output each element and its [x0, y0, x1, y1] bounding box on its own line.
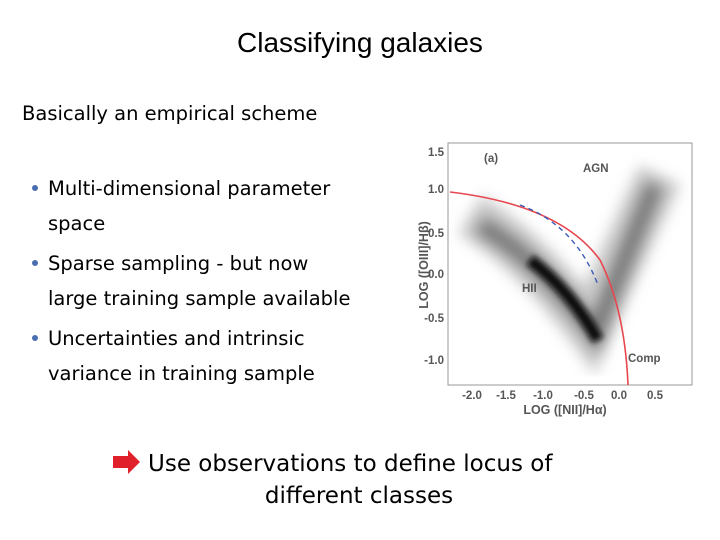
conclusion-text: Use observations to define locus of: [148, 451, 553, 477]
bullet-text: large training sample available: [48, 287, 350, 310]
region-label: Comp: [628, 353, 661, 365]
y-tick-label: -1.0: [424, 355, 444, 367]
x-tick-label: 0.5: [647, 390, 664, 402]
x-tick-label: -2.0: [462, 390, 482, 402]
arrow-icon: [113, 450, 140, 474]
x-tick-label: -1.5: [496, 390, 516, 402]
density-cloud: [458, 165, 681, 375]
y-tick-label: 0.0: [428, 269, 444, 281]
separator-curve: [449, 191, 629, 386]
region-label: AGN: [583, 163, 609, 175]
bullet-dot: [32, 185, 38, 191]
figure: (a) AGN HII Comp 1.5 1.0 0.5 0.0 -0.5 -1…: [417, 142, 693, 417]
x-axis-label: LOG ([NII]/Hα): [523, 403, 606, 417]
subtitle: Basically an empirical scheme: [22, 102, 317, 125]
bullet-list: Multi-dimensional parameter space Sparse…: [32, 177, 350, 385]
bullet-text: variance in training sample: [48, 362, 315, 385]
x-tick-label: -1.0: [533, 390, 553, 402]
bullet-dot: [32, 260, 38, 266]
bullet-text: Multi-dimensional parameter: [48, 177, 331, 200]
bullet-text: Sparse sampling - but now: [48, 252, 308, 275]
bullet-text: Uncertainties and intrinsic: [48, 327, 305, 350]
dashed-curve: [519, 204, 599, 286]
conclusion-text: different classes: [265, 483, 453, 509]
x-tick-label: -0.5: [574, 390, 594, 402]
y-axis-label: LOG ([OIII]/Hβ): [417, 221, 431, 308]
panel-label: (a): [484, 153, 498, 165]
y-tick-label: 1.0: [428, 184, 444, 196]
y-tick-label: -0.5: [424, 313, 444, 325]
x-tick-label: 0.0: [611, 390, 627, 402]
bullet-dot: [32, 335, 38, 341]
title: Classifying galaxies: [237, 27, 483, 58]
y-tick-label: 1.5: [428, 147, 445, 159]
bullet-text: space: [48, 212, 105, 235]
region-label: HII: [522, 283, 537, 295]
y-tick-label: 0.5: [428, 228, 445, 240]
